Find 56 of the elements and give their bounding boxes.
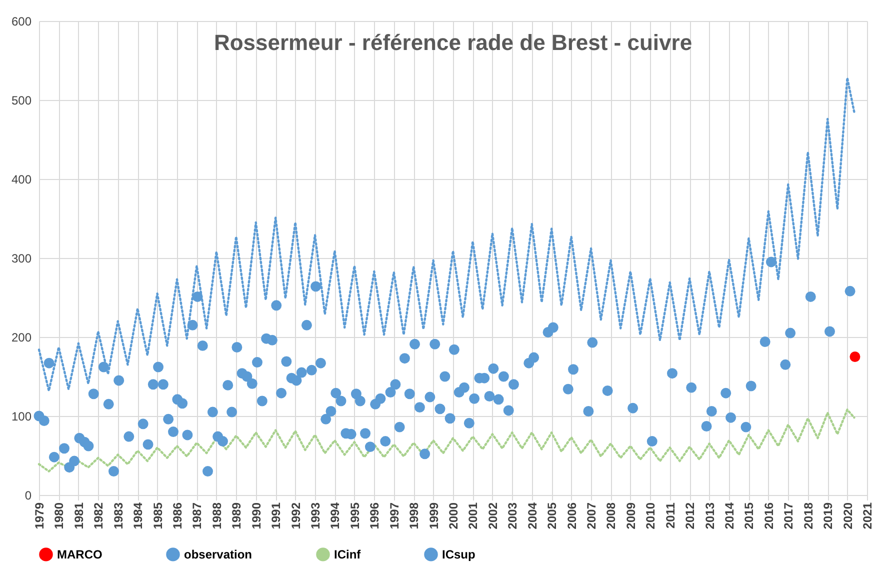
x-tick-label: 2003 (506, 502, 520, 530)
y-tick-label: 0 (24, 488, 32, 502)
x-tick-label: 2000 (446, 502, 460, 530)
x-tick-label: 2021 (860, 502, 874, 530)
x-tick-label: 2001 (466, 502, 480, 530)
x-tick-label: 1989 (230, 502, 244, 530)
x-tick-label: 2010 (644, 502, 658, 530)
legend-label: observation (184, 547, 252, 562)
chart-title: Rossermeur - référence rade de Brest - cuivre (214, 30, 692, 55)
x-tick-label: 2017 (782, 502, 796, 530)
x-tick-label: 2008 (604, 502, 618, 530)
x-tick-label: 2020 (840, 502, 855, 530)
x-tick-label: 2013 (702, 502, 717, 530)
x-tick-label: 2007 (584, 502, 598, 530)
x-tick-label: 1982 (92, 502, 106, 530)
x-tick-label: 1997 (387, 502, 402, 530)
x-tick-label: 2004 (525, 502, 540, 530)
x-tick-label: 2018 (801, 502, 816, 530)
x-tick-label: 1998 (407, 502, 422, 530)
x-tick-label: 2019 (821, 502, 836, 530)
x-tick-label: 1985 (150, 502, 165, 530)
x-tick-label: 1994 (328, 502, 342, 530)
y-tick-label: 400 (11, 172, 32, 186)
x-tick-label: 1996 (368, 502, 382, 530)
y-tick-label: 100 (11, 410, 32, 424)
y-tick-label: 500 (11, 94, 32, 108)
x-tick-label: 1986 (170, 502, 184, 530)
x-tick-label: 2005 (545, 502, 560, 530)
x-tick-label: 1981 (72, 502, 86, 530)
x-tick-label: 2016 (762, 502, 776, 530)
y-tick-label: 200 (11, 330, 32, 344)
x-tick-label: 2014 (722, 502, 736, 530)
x-tick-label: 2015 (742, 502, 756, 530)
legend-label: ICsup (442, 547, 476, 562)
x-tick-label: 1991 (269, 502, 284, 530)
x-tick-label: 1979 (32, 502, 46, 530)
x-tick-label: 1987 (190, 502, 204, 530)
x-tick-label: 2012 (683, 502, 698, 530)
legend-label: ICinf (334, 547, 362, 562)
x-tick-label: 2006 (564, 502, 579, 530)
x-tick-label: 2009 (624, 502, 638, 530)
x-tick-label: 1988 (210, 502, 224, 530)
x-tick-label: 1980 (52, 502, 66, 530)
y-tick-label: 600 (11, 14, 32, 28)
y-tick-label: 300 (11, 252, 32, 266)
x-tick-label: 1983 (111, 502, 126, 530)
x-tick-label: 2002 (486, 502, 500, 530)
x-tick-label: 1992 (288, 502, 303, 530)
legend-label: MARCO (57, 547, 102, 562)
x-tick-label: 2011 (663, 502, 678, 529)
x-tick-label: 1993 (308, 502, 322, 530)
line-series (38, 76, 856, 392)
x-tick-label: 1984 (131, 502, 146, 530)
x-tick-label: 1990 (249, 502, 264, 530)
x-tick-label: 1995 (348, 502, 362, 530)
x-tick-label: 1999 (426, 502, 441, 530)
